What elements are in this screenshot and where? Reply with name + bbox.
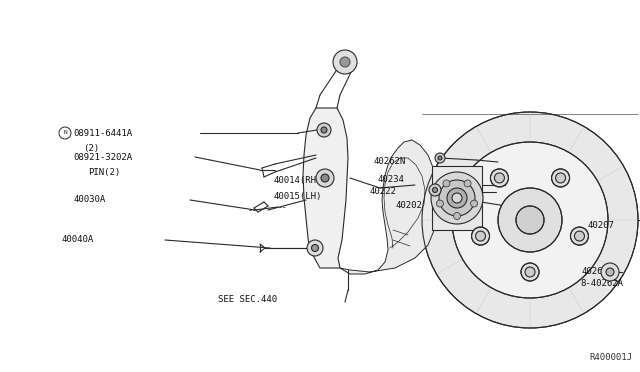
Circle shape — [525, 267, 535, 277]
Circle shape — [601, 263, 619, 281]
Circle shape — [447, 188, 467, 208]
Circle shape — [490, 169, 508, 187]
Circle shape — [436, 200, 444, 207]
Circle shape — [317, 123, 331, 137]
Text: 08911-6441A: 08911-6441A — [73, 128, 132, 138]
Text: 40262: 40262 — [582, 267, 609, 276]
Circle shape — [307, 240, 323, 256]
Circle shape — [443, 180, 450, 187]
Text: 08921-3202A: 08921-3202A — [73, 153, 132, 161]
Circle shape — [454, 212, 461, 219]
Circle shape — [470, 200, 477, 207]
Text: SEE SEC.440: SEE SEC.440 — [218, 295, 277, 305]
Circle shape — [556, 173, 566, 183]
Circle shape — [438, 156, 442, 160]
Text: 40222: 40222 — [370, 187, 397, 196]
Circle shape — [521, 263, 539, 281]
Polygon shape — [432, 166, 482, 230]
Text: R400001J: R400001J — [589, 353, 632, 362]
Circle shape — [606, 268, 614, 276]
Text: 40234: 40234 — [378, 176, 405, 185]
Circle shape — [570, 227, 588, 245]
Text: 40014(RH): 40014(RH) — [273, 176, 321, 185]
Circle shape — [422, 112, 638, 328]
Circle shape — [316, 169, 334, 187]
Circle shape — [464, 180, 471, 187]
Circle shape — [321, 174, 329, 182]
Circle shape — [495, 173, 504, 183]
Circle shape — [452, 142, 608, 298]
Text: 40262N: 40262N — [374, 157, 406, 167]
Circle shape — [472, 227, 490, 245]
Text: 40202: 40202 — [396, 201, 423, 209]
Circle shape — [516, 206, 544, 234]
Circle shape — [498, 188, 562, 252]
Text: PIN(2): PIN(2) — [88, 169, 120, 177]
Circle shape — [575, 231, 584, 241]
Text: 40015(LH): 40015(LH) — [273, 192, 321, 201]
Text: N: N — [63, 131, 67, 135]
Circle shape — [340, 57, 350, 67]
Circle shape — [312, 244, 319, 251]
Circle shape — [333, 50, 357, 74]
Circle shape — [476, 231, 486, 241]
Text: 40207: 40207 — [588, 221, 615, 230]
Circle shape — [552, 169, 570, 187]
Circle shape — [439, 180, 475, 216]
Text: 40030A: 40030A — [73, 196, 105, 205]
Polygon shape — [340, 140, 438, 274]
Text: (2): (2) — [83, 144, 99, 153]
Circle shape — [431, 172, 483, 224]
Circle shape — [435, 153, 445, 163]
Circle shape — [321, 127, 327, 133]
Text: 40040A: 40040A — [62, 235, 94, 244]
Circle shape — [429, 184, 441, 196]
Circle shape — [433, 187, 438, 192]
Polygon shape — [303, 108, 348, 268]
Circle shape — [452, 193, 462, 203]
Text: 8-40262A: 8-40262A — [580, 279, 623, 289]
